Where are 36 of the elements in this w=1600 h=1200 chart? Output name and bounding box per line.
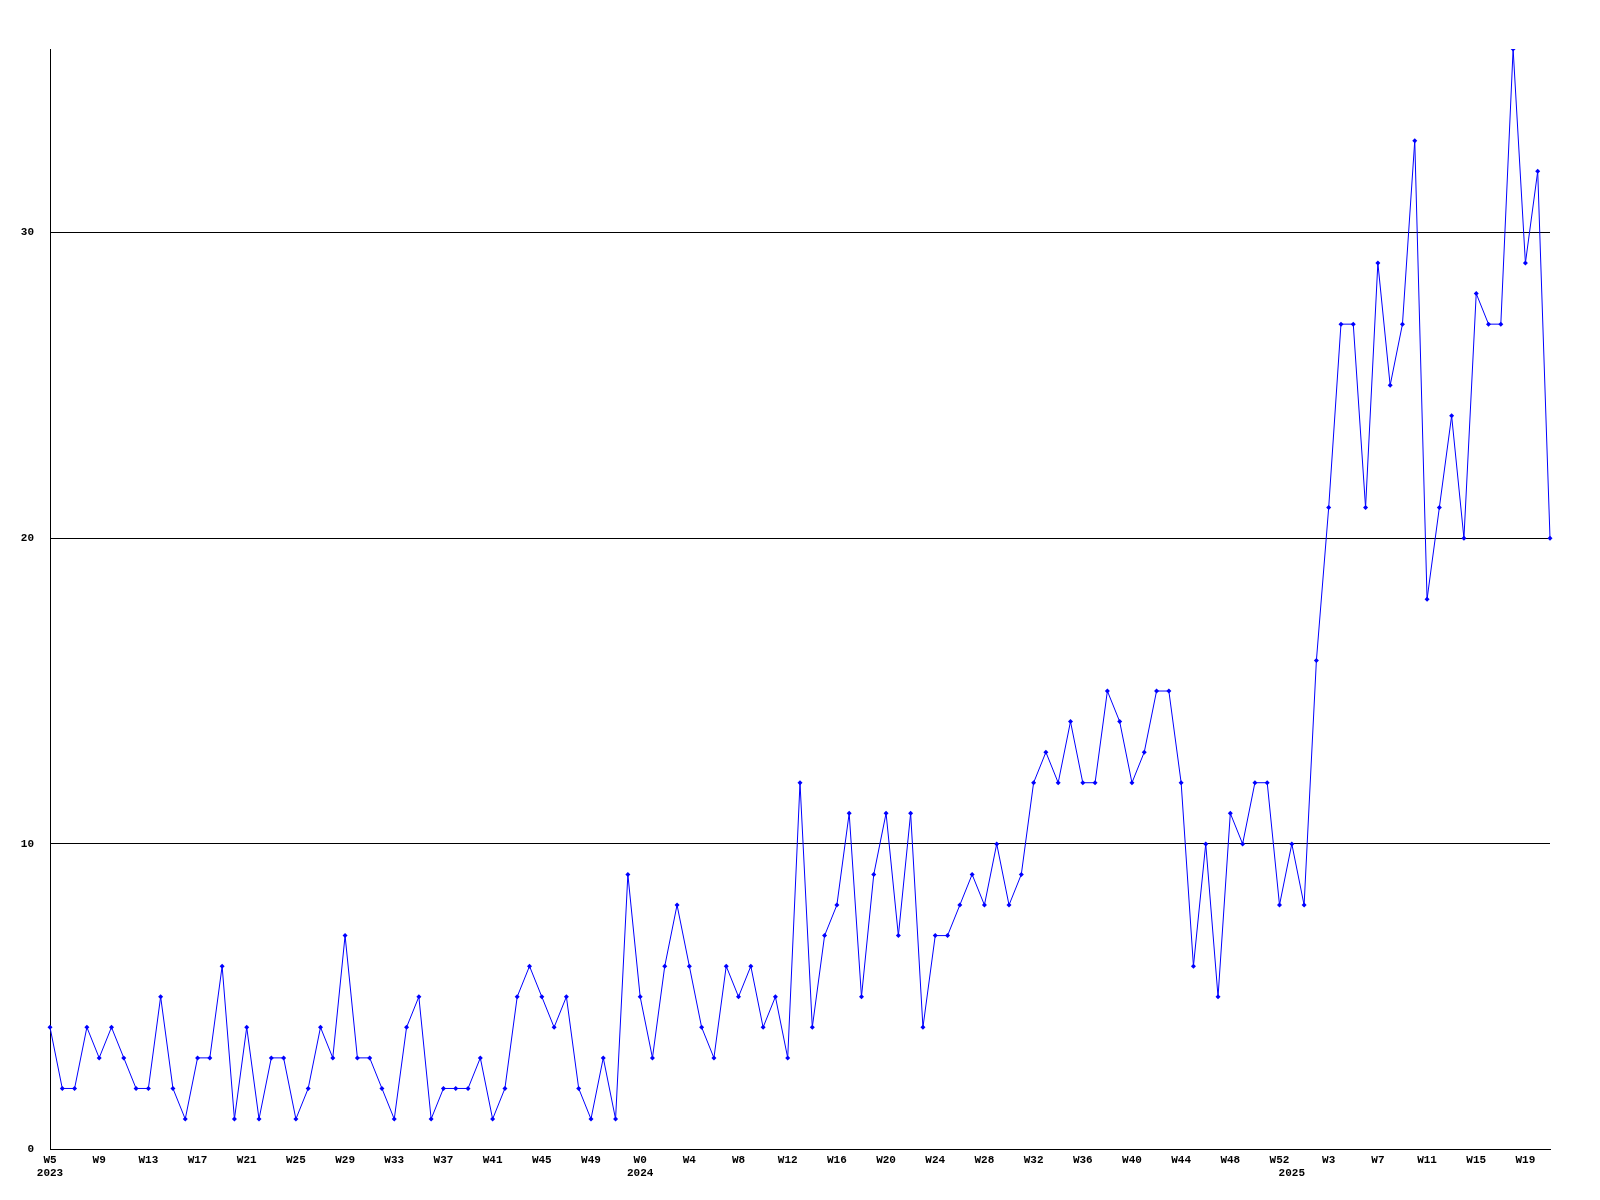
x-tick-label: W28 [974, 1153, 995, 1166]
x-tick-label: W52 [1269, 1153, 1290, 1166]
x-tick-label: W45 [531, 1153, 553, 1166]
x-tick-label: W36 [1072, 1153, 1093, 1166]
x-tick-label: W9 [92, 1153, 106, 1166]
x-tick-label: W49 [581, 1153, 601, 1166]
x-tick-label: W8 [731, 1153, 746, 1166]
y-tick-label: 20 [20, 531, 34, 544]
x-tick-label: W32 [1023, 1153, 1044, 1166]
x-tick-label: W13 [138, 1153, 159, 1166]
x-tick-label: 2025 [1278, 1167, 1306, 1180]
x-tick-label: W5 2023 [36, 1153, 64, 1180]
x-tick-label: W16 [826, 1153, 847, 1166]
x-tick-label: W24 [925, 1153, 946, 1166]
x-tick-label: W4 [682, 1153, 697, 1166]
x-tick-label: W15 [1466, 1153, 1487, 1166]
x-tick-label: W20 [876, 1153, 896, 1166]
x-tick-label: W11 [1417, 1153, 1438, 1166]
x-tick-label: W41 [482, 1153, 503, 1166]
x-tick-label: W0 2024 [626, 1153, 654, 1180]
x-tick-label: W40 [1122, 1153, 1142, 1166]
y-tick-label: 10 [20, 837, 34, 850]
x-tick-label: W21 [236, 1153, 258, 1166]
x-tick-label: W33 [384, 1153, 405, 1166]
x-tick-label: W3 [1322, 1153, 1336, 1166]
x-tick-label: W17 [187, 1153, 208, 1166]
x-tick-label: W19 [1515, 1153, 1536, 1166]
y-tick-label: 30 [20, 226, 34, 239]
y-tick-label: 0 [27, 1143, 34, 1156]
x-tick-label: W7 [1371, 1153, 1385, 1166]
x-tick-label: W37 [433, 1153, 454, 1166]
x-tick-label: W48 [1220, 1153, 1241, 1166]
x-tick-label: W12 [777, 1153, 798, 1166]
x-tick-label: W44 [1171, 1153, 1192, 1166]
x-tick-label: W29 [335, 1153, 355, 1166]
x-tick-label: W25 [286, 1153, 307, 1166]
